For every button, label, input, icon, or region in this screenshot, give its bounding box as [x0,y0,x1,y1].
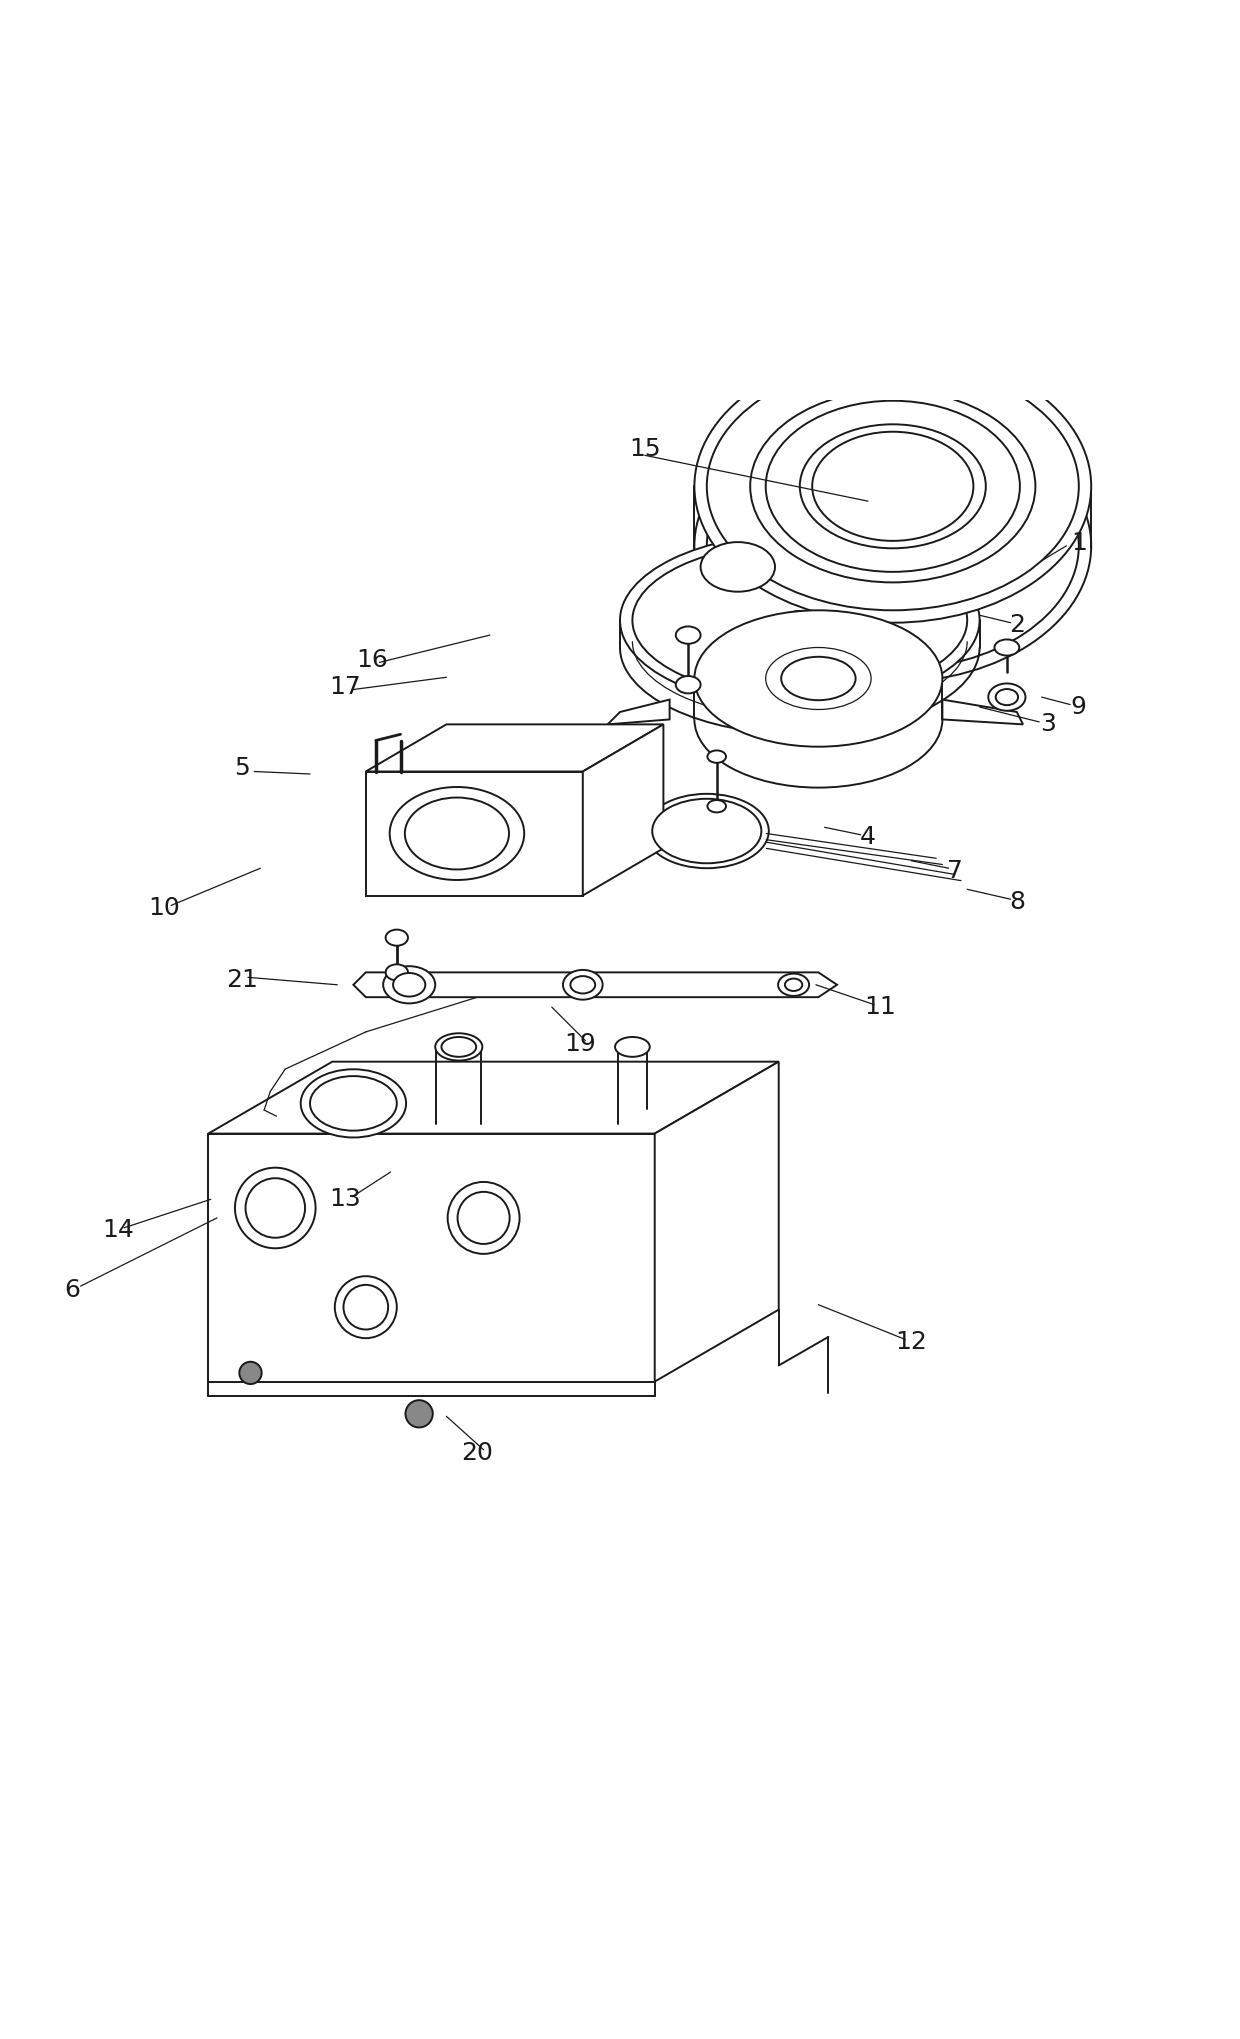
Text: 7: 7 [947,858,962,883]
Ellipse shape [676,677,701,693]
Ellipse shape [620,534,980,708]
Ellipse shape [383,966,435,1003]
Ellipse shape [652,799,761,862]
Text: 19: 19 [564,1032,596,1056]
Text: 10: 10 [148,895,180,920]
Ellipse shape [694,410,1091,683]
Ellipse shape [300,1068,405,1138]
Text: 5: 5 [234,756,249,779]
Ellipse shape [996,689,1018,705]
Ellipse shape [343,1285,388,1329]
Ellipse shape [800,424,986,548]
Text: 2: 2 [1009,614,1024,636]
Ellipse shape [645,793,769,869]
Polygon shape [655,1062,779,1382]
Ellipse shape [246,1179,305,1238]
Ellipse shape [765,402,1019,571]
Ellipse shape [781,657,856,699]
Ellipse shape [632,542,967,697]
Polygon shape [353,973,837,997]
Ellipse shape [386,930,408,946]
Text: 20: 20 [461,1442,494,1466]
Ellipse shape [563,971,603,999]
Ellipse shape [994,640,1019,657]
Ellipse shape [335,1276,397,1338]
Ellipse shape [448,1183,520,1254]
Ellipse shape [707,363,1079,610]
Polygon shape [366,771,583,895]
Polygon shape [583,724,663,895]
Text: 1: 1 [1071,532,1086,555]
Text: 3: 3 [1040,712,1055,736]
Ellipse shape [701,542,775,591]
Ellipse shape [812,432,973,540]
Ellipse shape [386,964,408,981]
Ellipse shape [570,977,595,993]
Ellipse shape [676,626,701,644]
Polygon shape [366,724,663,771]
Ellipse shape [615,1038,650,1056]
Ellipse shape [389,787,525,881]
Ellipse shape [707,750,725,763]
Ellipse shape [310,1077,397,1132]
Ellipse shape [694,351,1091,622]
Text: 17: 17 [329,675,361,699]
Text: 8: 8 [1009,889,1024,913]
Text: 9: 9 [1071,695,1086,720]
Ellipse shape [779,973,808,995]
Ellipse shape [701,563,775,614]
Polygon shape [208,1134,655,1382]
Ellipse shape [404,797,508,869]
Ellipse shape [435,1034,482,1060]
Ellipse shape [988,683,1025,712]
Text: 11: 11 [864,995,897,1020]
Ellipse shape [441,1038,476,1056]
Text: 14: 14 [102,1217,134,1242]
Polygon shape [208,1062,779,1134]
Text: 12: 12 [895,1329,928,1354]
Ellipse shape [236,1168,316,1248]
Ellipse shape [239,1362,262,1384]
Ellipse shape [750,389,1035,583]
Ellipse shape [694,610,942,746]
Ellipse shape [785,612,816,630]
Ellipse shape [405,1401,433,1427]
Text: 21: 21 [226,969,258,991]
Text: 4: 4 [861,826,875,848]
Text: 13: 13 [329,1187,361,1211]
Ellipse shape [393,973,425,997]
Text: 16: 16 [356,648,388,673]
Ellipse shape [707,799,725,812]
Text: 15: 15 [629,436,661,461]
Polygon shape [608,699,670,724]
Text: 6: 6 [64,1278,79,1301]
Polygon shape [942,699,1023,724]
Ellipse shape [707,422,1079,671]
Ellipse shape [785,979,802,991]
Ellipse shape [458,1193,510,1244]
